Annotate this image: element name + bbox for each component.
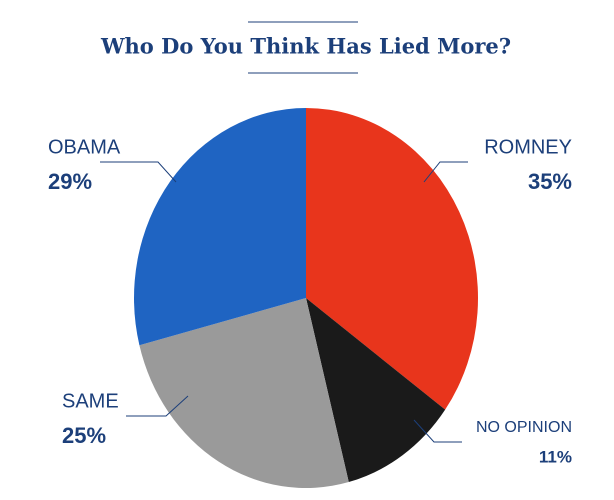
pie-slice: [134, 108, 306, 346]
leader-line: [423, 161, 468, 183]
slice-value-label: 35%: [528, 169, 572, 194]
pie-slice: [139, 298, 349, 488]
chart-title: Who Do You Think Has Lied More?: [100, 34, 511, 59]
slice-value-label: 11%: [539, 447, 572, 466]
slice-name: SAME: [62, 390, 119, 412]
leader-line: [100, 161, 177, 183]
pie-slice: [306, 108, 478, 410]
leader-line: [413, 419, 462, 443]
slice-name: ROMNEY: [484, 136, 572, 158]
leader-line: [126, 395, 189, 417]
slice-value-label: 25%: [62, 423, 106, 448]
slice-value-label: 29%: [48, 169, 92, 194]
slice-name: NO OPINION: [476, 419, 572, 436]
slice-name: OBAMA: [48, 136, 121, 158]
pie-slice: [306, 298, 446, 483]
